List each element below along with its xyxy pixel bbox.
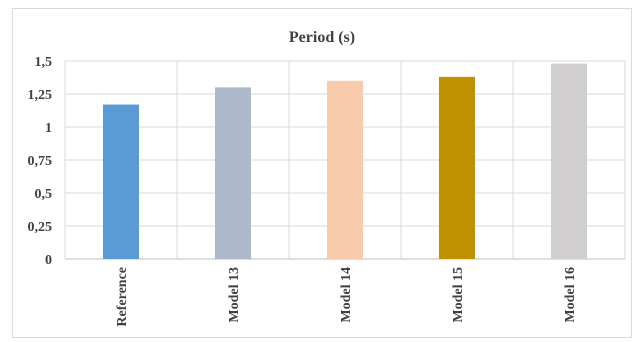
bar-model-15	[439, 76, 475, 259]
y-tick-label: 0	[45, 253, 52, 268]
y-tick-label: 0,75	[28, 154, 53, 169]
x-tick-label: Reference	[115, 267, 130, 327]
y-tick-label: 0,5	[35, 187, 53, 202]
x-tick-label: Model 14	[339, 267, 354, 323]
bar-model-16	[551, 63, 587, 259]
x-tick-label: Model 16	[563, 267, 578, 323]
x-tick-label: Model 15	[451, 267, 466, 323]
chart-title: Period (s)	[288, 29, 356, 46]
x-tick-label: Model 13	[227, 267, 242, 323]
y-tick-label: 1	[45, 121, 52, 136]
y-tick-label: 0,25	[28, 220, 53, 235]
y-tick-label: 1,5	[35, 55, 53, 70]
y-tick-label: 1,25	[28, 88, 53, 103]
bar-model-14	[327, 80, 363, 259]
bar-model-13	[215, 87, 251, 260]
bar-reference	[103, 104, 139, 259]
